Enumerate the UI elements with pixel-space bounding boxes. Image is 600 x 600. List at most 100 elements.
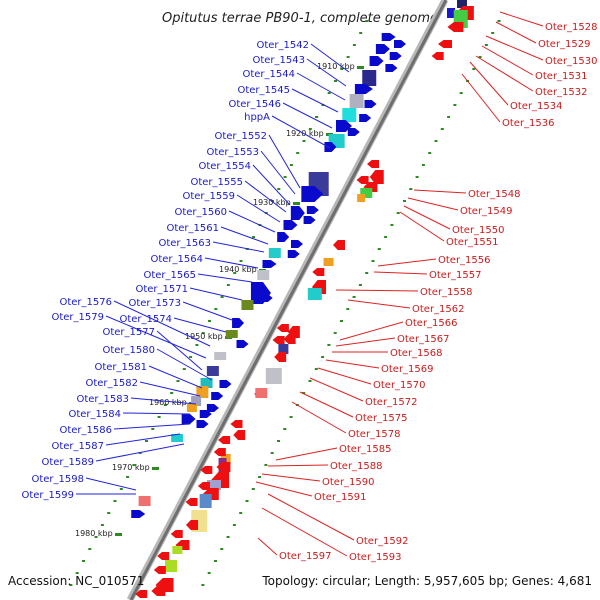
forward-gene-arrow [375,44,390,54]
gene-label: Oter_1571 [135,284,188,295]
gene-box [255,388,268,398]
left-callout-line [220,226,269,245]
right-callout-line [485,35,544,61]
left-callout-line [85,477,137,491]
gene-label: Oter_1546 [228,99,281,110]
gene-box [172,546,183,554]
forward-gene-arrow [364,100,377,108]
forward-gene-arrow [291,240,303,248]
gene-label: hppA [244,112,270,123]
gene-label: Oter_1577 [102,327,155,338]
accession-text: Accession: NC_010571 [8,574,145,588]
gene-box [165,560,177,572]
right-callout-line [255,481,313,497]
reverse-gene-arrow [447,22,464,32]
scale-tick [152,467,159,470]
right-callout-line [267,493,355,541]
forward-gene-arrow [277,232,290,242]
gene-label: Oter_1582 [85,378,138,389]
reverse-gene-arrow [216,462,231,472]
reverse-gene-arrow [153,566,166,574]
left-callout-line [113,300,211,347]
forward-gene-arrow [301,186,324,202]
gene-box [191,396,202,406]
genome-title: Opitutus terrae PB90-1, complete genome [162,11,438,26]
gene-label: Oter_1528 [545,22,598,33]
gene-label: Oter_1553 [206,147,259,158]
gene-label: Oter_1536 [502,118,555,129]
reverse-gene-arrow [218,436,231,444]
forward-gene-arrow [369,56,384,66]
gene-label: Oter_1580 [102,345,155,356]
forward-gene-arrow [262,260,277,268]
reverse-gene-arrow [213,448,226,456]
gene-label: Oter_1529 [538,39,591,50]
forward-gene-arrow [181,414,196,424]
forward-gene-arrow [381,33,396,41]
gene-label: Oter_1597 [279,551,332,562]
forward-gene-arrow [303,216,316,224]
forward-gene-arrow [131,510,146,518]
gene-box [241,300,254,310]
gene-label: Oter_1591 [314,492,367,503]
gene-box [349,94,364,108]
left-callout-line [268,134,301,189]
forward-gene-arrow [260,294,273,302]
gene-box [207,480,221,490]
right-callout-line [325,359,380,369]
forward-gene-arrow [206,404,219,412]
left-callout-line [122,412,191,415]
gene-box [342,108,357,122]
right-callout-line [309,377,364,402]
reverse-gene-arrow [151,586,166,596]
right-callout-line [335,337,396,347]
reverse-gene-arrow [333,240,345,250]
forward-gene-arrow [232,318,245,328]
forward-gene-arrow [324,142,337,152]
reverse-gene-arrow [369,170,384,184]
right-callout-line [377,258,437,267]
gene-label: Oter_1560 [174,207,227,218]
left-callout-line [130,397,197,405]
right-callout-line [299,391,354,418]
right-callout-line [481,45,534,76]
left-callout-line [306,58,347,87]
scale-label: 1940 kbp [219,265,257,274]
gene-box [186,404,197,412]
reverse-gene-arrow [186,520,198,530]
forward-gene-arrow [394,40,406,48]
left-callout-line [95,443,185,462]
gene-label: Oter_1585 [339,444,392,455]
reverse-gene-arrow [272,336,285,344]
left-callout-line [212,241,265,253]
gene-label: Oter_1556 [438,255,491,266]
gene-box [278,344,289,354]
scale-tick [357,66,364,69]
gene-box [257,270,270,280]
forward-gene-arrow [287,250,300,258]
gene-box [196,386,209,398]
gene-box [171,434,184,442]
right-callout-line [499,11,544,27]
right-callout-line [317,367,372,385]
right-callout-line [261,473,321,482]
reverse-gene-arrow [356,176,369,184]
scale-label: 1920 kbp [286,129,324,138]
gene-label: Oter_1592 [356,536,409,547]
gene-label: Oter_1531 [535,71,588,82]
gene-box [457,0,467,8]
reverse-gene-arrow [170,530,183,538]
gene-label: Oter_1586 [59,425,112,436]
reverse-gene-arrow [135,590,148,598]
right-callout-line [275,447,338,461]
forward-gene-arrow [196,420,209,428]
reverse-gene-arrow [233,430,246,440]
gene-label: Oter_1568 [390,348,443,359]
gene-label: Oter_1588 [330,461,383,472]
left-callout-line [204,257,259,269]
scale-label: 1960 kbp [149,398,187,407]
left-callout-line [182,301,233,321]
forward-gene-arrow [199,410,212,418]
right-gene-labels: Oter_1528 Oter_1529 Oter_1530 Oter_1531 Oter… [279,22,598,563]
gene-label: Oter_1581 [94,362,147,373]
